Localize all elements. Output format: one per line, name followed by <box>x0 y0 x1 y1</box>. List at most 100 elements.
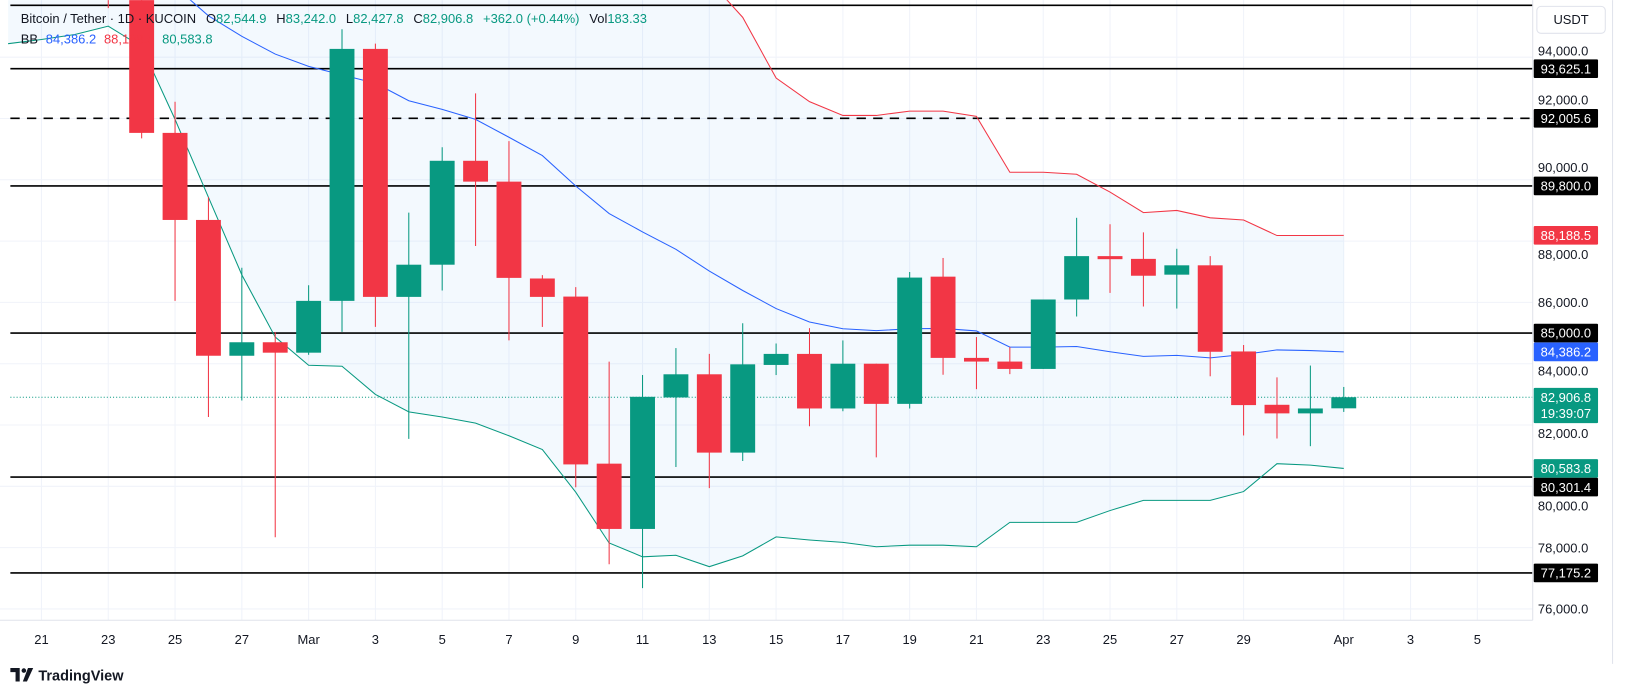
candle <box>964 337 989 390</box>
candle-body <box>1297 408 1323 414</box>
high-label: H <box>276 11 285 26</box>
close-label: C <box>413 11 422 26</box>
candles <box>107 0 1357 589</box>
price-tick-label: 90,000.0 <box>1538 160 1588 175</box>
candle-body <box>496 181 522 278</box>
level-price-label: 85,000.0 <box>1541 326 1591 341</box>
candle <box>1197 256 1223 377</box>
candle-body <box>229 342 255 356</box>
candle <box>1097 224 1123 293</box>
currency-label: USDT <box>1553 12 1588 27</box>
volume-value: 183.33 <box>607 11 647 26</box>
level-price-label: 93,625.1 <box>1541 61 1591 76</box>
candle <box>730 323 756 462</box>
price-tick-label: 76,000.0 <box>1538 602 1588 617</box>
price-axis[interactable]: 94,000.0 92,000.0 90,000.0 88,000.0 86,000.0… <box>1538 44 1588 617</box>
candle-body <box>529 278 555 297</box>
level-price-label: 77,175.2 <box>1541 566 1591 581</box>
time-tick-label: 27 <box>235 632 249 647</box>
time-tick-label: 5 <box>1474 632 1481 647</box>
candle-body <box>930 276 956 358</box>
candle <box>897 272 923 409</box>
price-tick-label: 88,000.0 <box>1538 247 1588 262</box>
candle <box>396 212 422 439</box>
candle-body <box>262 342 288 353</box>
candle-body <box>964 357 989 362</box>
price-axis-labels: 93,625.1 92,005.6 89,800.0 88,188.5 85,000.0… <box>1533 59 1599 583</box>
candle <box>529 275 555 327</box>
level-price-label-bg <box>1533 477 1599 497</box>
candle <box>596 361 622 565</box>
high-value: 83,242.0 <box>286 11 336 26</box>
time-tick-label: 27 <box>1170 632 1184 647</box>
indicator-price-label-bg <box>1533 342 1599 362</box>
level-price-label-bg <box>1533 59 1599 78</box>
indicator-price-label-bg <box>1533 225 1599 245</box>
svg-text:BB 84,386.2 88,188: BB 84,386.2 88,188.5 80,583.8 <box>21 32 213 47</box>
price-tick-label: 86,000.0 <box>1538 295 1588 310</box>
bollinger-lower-line <box>8 25 1344 568</box>
change-value: +362.0 (+0.44%) <box>483 11 580 26</box>
candle-body <box>830 363 856 409</box>
candle-body <box>997 361 1023 369</box>
candle <box>563 287 589 488</box>
close-value: 82,906.8 <box>423 11 473 26</box>
time-tick-label: 19 <box>902 632 916 647</box>
time-tick-label: Mar <box>297 632 320 647</box>
candle <box>997 347 1023 375</box>
level-price-label-bg <box>1533 108 1599 128</box>
candle <box>1231 345 1257 436</box>
candle-body <box>296 300 322 353</box>
candle-body <box>1030 299 1056 369</box>
candle <box>496 141 522 341</box>
time-axis[interactable]: 21 23 25 27 Mar 3 5 7 9 11 13 15 17 19 21 23 25 27 29 Apr 3 5 <box>34 632 1481 647</box>
price-tick-label: 92,000.0 <box>1538 92 1588 107</box>
candle-body <box>463 160 489 182</box>
candle <box>463 93 489 247</box>
tradingview-logo-icon <box>10 667 34 682</box>
candle-body <box>1130 258 1156 276</box>
open-value: 82,544.9 <box>216 11 266 26</box>
candle <box>797 328 822 427</box>
time-tick-label: 3 <box>1407 632 1414 647</box>
open-label: O <box>206 11 216 26</box>
time-tick-label: 21 <box>969 632 983 647</box>
time-tick-label: 21 <box>34 632 48 647</box>
candle <box>429 147 455 291</box>
tradingview-branding[interactable]: TradingView <box>10 667 124 684</box>
time-tick-label: 11 <box>636 632 649 647</box>
bb-upper-value: 88,188.5 <box>104 32 154 47</box>
time-tick-label: 9 <box>572 632 579 647</box>
last-price-label-bg <box>1533 387 1599 424</box>
candle-body <box>396 264 422 297</box>
legend: Bitcoin / Tether · 1D · KUCOIN O82,544.9… <box>21 11 647 47</box>
candle <box>630 375 655 589</box>
candle <box>1297 365 1323 447</box>
bb-indicator-label[interactable]: BB <box>21 32 38 47</box>
candle-body <box>1331 397 1357 409</box>
level-price-label: 89,800.0 <box>1541 179 1591 194</box>
last-price-label: 82,906.8 <box>1541 390 1591 405</box>
currency-button[interactable]: USDT <box>1536 5 1606 34</box>
candle <box>262 332 288 538</box>
candle-body <box>1197 265 1223 352</box>
candle <box>1264 377 1290 439</box>
candle-body <box>763 353 789 365</box>
candle-body <box>129 0 155 133</box>
bb-basis-value: 84,386.2 <box>46 32 96 47</box>
candle <box>296 285 322 355</box>
candle-body <box>195 219 221 356</box>
price-tick-label: 78,000.0 <box>1538 540 1588 555</box>
candle <box>1331 386 1357 412</box>
price-tick-label: 84,000.0 <box>1538 364 1588 379</box>
time-tick-label: 25 <box>168 632 182 647</box>
bollinger-upper-line <box>726 0 1344 237</box>
time-tick-label: 29 <box>1236 632 1250 647</box>
time-tick-label: 15 <box>769 632 783 647</box>
candle <box>830 340 856 412</box>
candle-body <box>1097 256 1123 260</box>
candle-body <box>429 160 455 265</box>
symbol-title[interactable]: Bitcoin / Tether · 1D · KUCOIN <box>21 11 196 26</box>
candle <box>107 0 109 9</box>
